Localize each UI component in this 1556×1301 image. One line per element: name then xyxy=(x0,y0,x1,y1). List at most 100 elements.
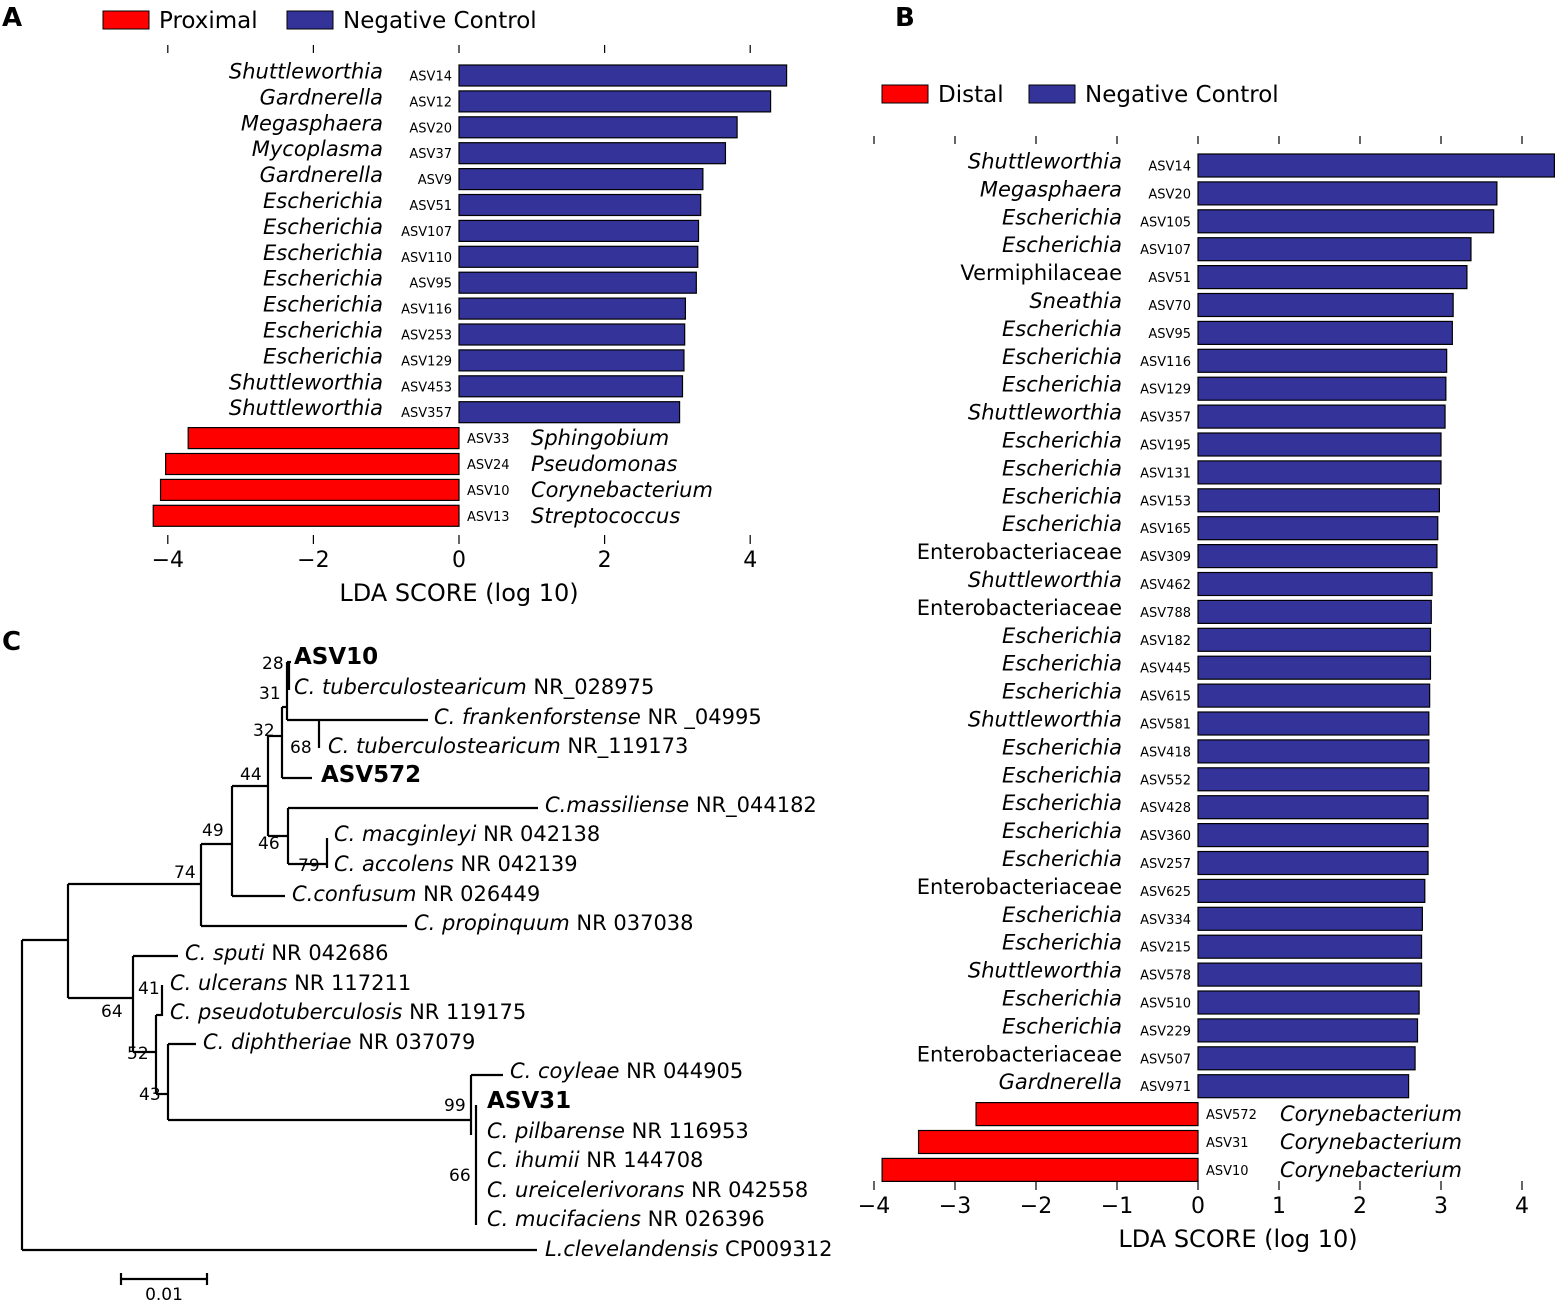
taxon-label: Shuttleworthia xyxy=(968,401,1122,425)
taxon-label: Corynebacterium xyxy=(1280,1102,1462,1126)
bar xyxy=(1197,934,1423,959)
x-tick-label: 2 xyxy=(598,548,612,573)
taxon-label: Shuttleworthia xyxy=(229,396,383,420)
asv-label: ASV129 xyxy=(1140,383,1191,398)
accession-id: ASV31 xyxy=(487,1088,571,1114)
taxon-label: Escherichia xyxy=(1002,903,1122,927)
x-tick-label: −1 xyxy=(1101,1194,1133,1219)
accession-id: NR _04995 xyxy=(647,705,761,730)
accession-id: NR 119175 xyxy=(409,1000,526,1024)
bar xyxy=(917,1129,1199,1155)
x-tick-label: 0 xyxy=(1191,1194,1205,1219)
taxon-label: Shuttleworthia xyxy=(229,60,383,84)
asv-label: ASV12 xyxy=(409,95,452,110)
lda-chart-distal: Distal Negative Control ASV14 Shuttleworthi… xyxy=(858,82,1555,1253)
bar xyxy=(187,427,460,450)
accession-id: NR 044905 xyxy=(626,1059,743,1083)
taxon-label: Vermiphilaceae xyxy=(960,261,1122,285)
x-tick-label: −3 xyxy=(939,1194,971,1219)
asv-label: ASV20 xyxy=(409,121,452,136)
tree-leaf-label: C. ihumii NR 144708 xyxy=(487,1148,703,1172)
asv-label: ASV182 xyxy=(1140,634,1191,649)
asv-label: ASV13 xyxy=(467,510,510,525)
accession-id: NR_119173 xyxy=(567,734,688,759)
bootstrap-value: 46 xyxy=(258,834,280,854)
phylogenetic-tree: ASV10 C. tuberculostearicum NR_028975 C. f… xyxy=(20,644,833,1301)
bar xyxy=(458,375,684,398)
bar xyxy=(1197,376,1447,401)
tree-leaf-label: C. mucifaciens NR 026396 xyxy=(487,1207,765,1231)
bar xyxy=(1197,683,1431,708)
tree-leaf-label: C.confusum NR 026449 xyxy=(292,882,540,906)
asv-label: ASV105 xyxy=(1140,215,1191,230)
taxon-label: Escherichia xyxy=(1002,484,1122,508)
taxon-label: Shuttleworthia xyxy=(968,150,1122,174)
taxon-label: Shuttleworthia xyxy=(968,568,1122,592)
asv-label: ASV581 xyxy=(1140,718,1191,733)
bar xyxy=(1197,265,1468,290)
species-name: C. mucifaciens xyxy=(487,1207,648,1231)
scale-bar-label: 0.01 xyxy=(145,1285,183,1301)
x-tick-label: −4 xyxy=(152,548,184,573)
species-name: C. macginleyi xyxy=(334,822,483,846)
accession-id: NR 042139 xyxy=(461,852,578,876)
tree-leaf-label: ASV572 xyxy=(321,762,421,788)
asv-label: ASV788 xyxy=(1140,606,1191,621)
bar xyxy=(1197,348,1448,373)
asv-label: ASV95 xyxy=(1148,327,1191,342)
legend-swatch xyxy=(102,10,150,30)
asv-label: ASV153 xyxy=(1140,494,1191,509)
bar xyxy=(458,245,699,268)
bootstrap-value: 32 xyxy=(253,721,275,741)
asv-label: ASV552 xyxy=(1140,773,1191,788)
accession-id: NR 026396 xyxy=(648,1207,765,1231)
bootstrap-value: 68 xyxy=(290,738,312,758)
x-tick-label: −2 xyxy=(297,548,329,573)
bar xyxy=(1197,627,1432,652)
bar xyxy=(1197,850,1429,876)
bar xyxy=(165,452,460,476)
bar xyxy=(458,219,700,242)
bar xyxy=(1197,320,1453,345)
accession-id: NR 116953 xyxy=(632,1119,749,1143)
taxon-label: Escherichia xyxy=(263,215,383,239)
taxon-label: Escherichia xyxy=(1002,624,1122,648)
species-name: C.confusum xyxy=(292,882,423,906)
taxon-label: Escherichia xyxy=(1002,429,1122,453)
asv-label: ASV195 xyxy=(1140,439,1191,454)
bar xyxy=(1197,1046,1416,1071)
accession-id: ASV572 xyxy=(321,762,421,788)
asv-label: ASV10 xyxy=(467,484,510,499)
asv-label: ASV24 xyxy=(467,458,510,473)
asv-label: ASV10 xyxy=(1206,1164,1249,1179)
asv-label: ASV131 xyxy=(1140,466,1191,481)
tree-leaf-label: C. macginleyi NR 042138 xyxy=(334,822,600,846)
asv-label: ASV51 xyxy=(1148,271,1191,286)
bar xyxy=(1197,571,1433,597)
accession-id: NR 117211 xyxy=(294,971,411,995)
taxon-label: Escherichia xyxy=(263,189,383,213)
asv-label: ASV453 xyxy=(401,380,452,395)
bootstrap-value: 64 xyxy=(101,1002,123,1022)
taxon-label: Shuttleworthia xyxy=(968,708,1122,732)
bar xyxy=(1197,460,1442,485)
bar xyxy=(1197,990,1420,1015)
bootstrap-value: 74 xyxy=(174,863,196,883)
accession-id: NR 042138 xyxy=(483,822,600,846)
bootstrap-value: 66 xyxy=(449,1166,471,1186)
asv-label: ASV253 xyxy=(401,329,452,344)
asv-label: ASV625 xyxy=(1140,885,1191,900)
tree-leaf-label: C. frankenforstense NR _04995 xyxy=(434,705,762,730)
bootstrap-value: 99 xyxy=(444,1096,466,1116)
asv-label: ASV257 xyxy=(1140,857,1191,872)
taxon-label: Escherichia xyxy=(1002,735,1122,759)
bar xyxy=(152,504,460,527)
asv-label: ASV107 xyxy=(1140,243,1191,258)
taxon-label: Shuttleworthia xyxy=(968,959,1122,983)
species-name: C. sputi xyxy=(185,941,271,965)
taxon-label: Megasphaera xyxy=(241,111,383,135)
taxon-label: Streptococcus xyxy=(531,504,680,528)
tree-leaf-label: C. pseudotuberculosis NR 119175 xyxy=(170,1000,526,1024)
bar xyxy=(1197,655,1432,680)
asv-label: ASV14 xyxy=(409,70,452,85)
